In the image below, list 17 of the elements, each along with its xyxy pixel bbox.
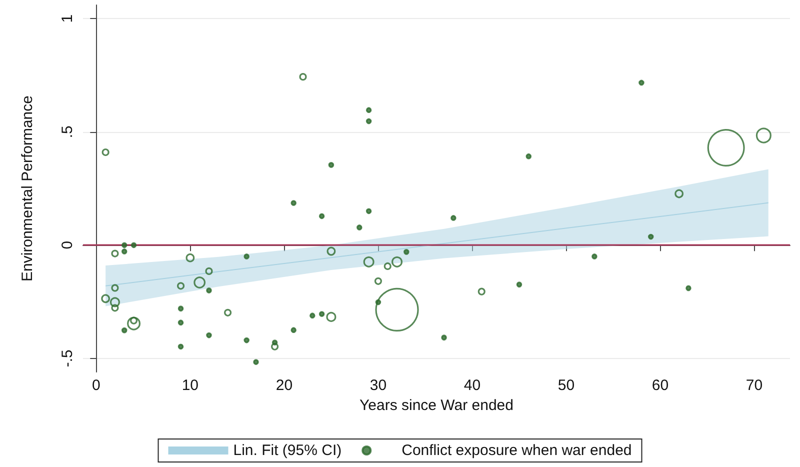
x-tick-label: 40 [464, 377, 481, 394]
x-tick-label: 60 [652, 377, 669, 394]
x-tick-label: 20 [276, 377, 293, 394]
x-tick-label: 70 [746, 377, 763, 394]
legend-label: Conflict exposure when war ended [402, 442, 632, 459]
x-tick-label: 30 [370, 377, 387, 394]
y-tick-label: 0 [59, 240, 76, 250]
x-tick-label: 50 [558, 377, 575, 394]
legend-label: Lin. Fit (95% CI) [233, 442, 342, 459]
x-tick-label: 10 [182, 377, 199, 394]
y-axis-title: Environmental Performance [19, 96, 36, 282]
x-tick-label: 0 [92, 377, 100, 394]
line-series [105, 202, 769, 286]
y-tick-label: .5 [59, 126, 76, 138]
y-tick-label: 1 [59, 14, 76, 23]
y-tick-label: -.5 [59, 350, 76, 368]
x-axis-title: Years since War ended [360, 396, 514, 414]
